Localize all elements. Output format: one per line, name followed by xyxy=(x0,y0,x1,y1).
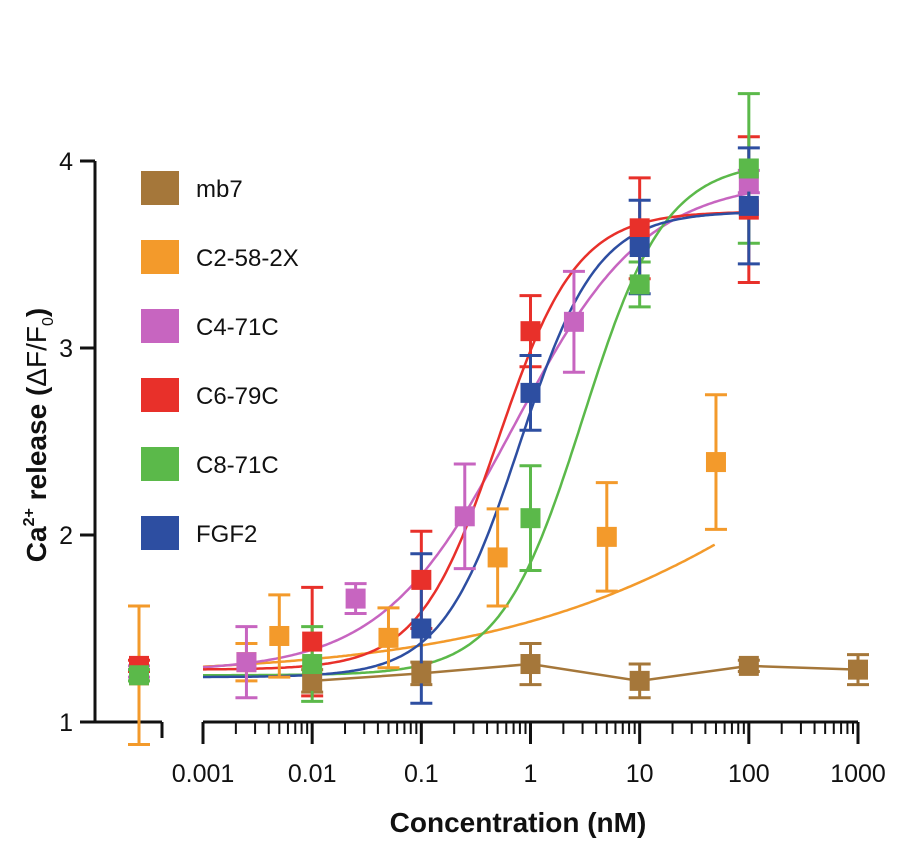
data-point xyxy=(302,654,323,675)
baseline-point xyxy=(129,665,149,686)
data-point xyxy=(629,274,650,295)
y-axis-title-delta: ΔF/F xyxy=(21,326,52,387)
legend-swatch xyxy=(141,516,179,550)
data-point xyxy=(629,670,650,691)
data-point xyxy=(378,627,399,648)
x-tick-label: 1000 xyxy=(830,760,886,788)
fit-curve xyxy=(203,211,749,671)
axes: 1 2 3 4 0.001 0.01 0.1 1 10 100 1000 xyxy=(59,148,886,788)
data-point xyxy=(411,663,432,684)
legend-swatch xyxy=(141,171,179,205)
data-point xyxy=(520,654,541,675)
legend-label: C6-79C xyxy=(196,383,279,410)
x-tick-label: 0.1 xyxy=(404,760,439,788)
y-axis-title: Ca2+ release (ΔF/F0) xyxy=(21,308,57,562)
y-tick-label: 3 xyxy=(59,335,73,363)
x-tick-label: 0.001 xyxy=(172,760,235,788)
legend-swatch xyxy=(141,378,179,412)
y-tick-label: 2 xyxy=(59,522,73,550)
y-axis-title-sub: 0 xyxy=(40,317,57,326)
data-point xyxy=(705,452,726,473)
data-point xyxy=(848,659,868,680)
legend-swatch xyxy=(141,447,179,481)
fit-curve xyxy=(202,191,750,669)
y-axis-title-close: ) xyxy=(21,308,52,317)
data-points xyxy=(129,158,868,691)
fit-curve xyxy=(202,543,716,668)
data-point xyxy=(411,569,432,590)
data-point xyxy=(520,321,541,342)
data-point xyxy=(629,218,650,239)
legend-label: FGF2 xyxy=(196,521,257,548)
data-point xyxy=(302,631,323,652)
connect-line xyxy=(312,662,859,683)
data-point xyxy=(345,588,366,609)
data-point xyxy=(487,547,508,568)
legend-label: mb7 xyxy=(196,176,243,203)
x-tick-label: 0.01 xyxy=(288,760,337,788)
legend-swatch xyxy=(141,309,179,343)
data-point xyxy=(596,526,617,547)
legend: mb7 C2-58-2X C4-71C C6-79C C8-71C FGF2 xyxy=(141,171,299,550)
y-axis-title-sup: 2+ xyxy=(21,508,38,526)
x-tick-label: 1 xyxy=(524,760,538,788)
fit-curves xyxy=(202,168,859,683)
fit-curve xyxy=(203,211,749,679)
data-point xyxy=(302,670,323,691)
x-tick-label: 100 xyxy=(728,760,770,788)
data-point xyxy=(738,195,759,216)
data-point xyxy=(629,237,650,258)
data-point xyxy=(738,655,759,676)
legend-label: C4-71C xyxy=(196,314,279,341)
data-point xyxy=(269,625,290,646)
y-tick-label: 1 xyxy=(59,709,73,737)
data-point xyxy=(520,508,541,529)
x-axis-title: Concentration (nM) xyxy=(390,807,647,838)
y-axis-title-rest: release ( xyxy=(21,386,52,508)
legend-swatch xyxy=(141,240,179,274)
data-point xyxy=(454,506,475,527)
y-tick-label: 4 xyxy=(59,148,73,176)
data-point xyxy=(738,158,759,179)
y-axis-title-main: Ca xyxy=(21,526,52,562)
legend-label: C8-71C xyxy=(196,452,279,479)
legend-label: C2-58-2X xyxy=(196,245,299,272)
data-point xyxy=(411,618,432,639)
data-point xyxy=(563,311,584,332)
x-tick-label: 10 xyxy=(626,760,654,788)
data-point xyxy=(520,382,541,403)
data-point xyxy=(236,652,257,673)
